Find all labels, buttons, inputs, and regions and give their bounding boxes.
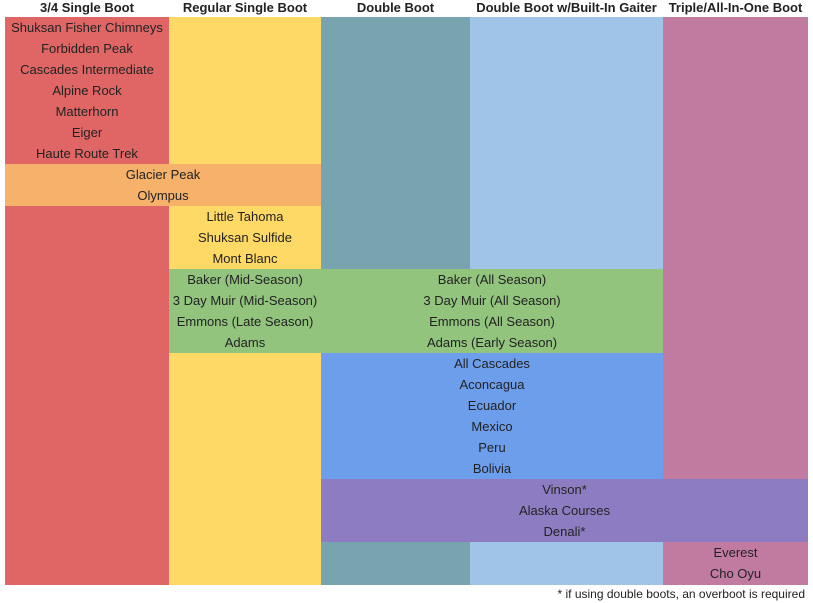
- route-cell: Shuksan Fisher Chimneys: [11, 20, 163, 35]
- route-cell: Mont Blanc: [212, 251, 278, 266]
- route-cell: Emmons (Late Season): [176, 314, 314, 329]
- group-background: [5, 164, 321, 206]
- column-header: Triple/All-In-One Boot: [668, 0, 803, 15]
- route-cell: Vinson*: [542, 482, 587, 497]
- route-cell: Peru: [478, 440, 506, 455]
- route-cell: 3 Day Muir (All Season): [423, 293, 561, 308]
- group-background: [321, 353, 663, 479]
- route-cell: Olympus: [137, 188, 189, 203]
- route-cell: Denali*: [543, 524, 586, 539]
- route-cell: Baker (Mid-Season): [187, 272, 303, 287]
- route-cell: Emmons (All Season): [429, 314, 555, 329]
- column-background: [5, 17, 169, 585]
- route-cell: 3 Day Muir (Mid-Season): [172, 293, 318, 308]
- group-background: [169, 269, 321, 353]
- route-cell: Everest: [713, 545, 758, 560]
- group-background: [321, 269, 663, 353]
- column-header: Regular Single Boot: [182, 0, 308, 15]
- route-cell: Shuksan Sulfide: [198, 230, 292, 245]
- route-cell: Eiger: [71, 125, 103, 140]
- column-header: Double Boot w/Built-In Gaiter: [476, 0, 657, 15]
- route-cell: Little Tahoma: [206, 209, 284, 224]
- route-cell: Alpine Rock: [52, 83, 122, 98]
- route-cell: Adams: [224, 335, 266, 350]
- route-cell: Cho Oyu: [709, 566, 762, 581]
- route-cell: Glacier Peak: [125, 167, 201, 182]
- column-header: 3/4 Single Boot: [40, 0, 134, 15]
- route-cell: Forbidden Peak: [41, 41, 133, 56]
- footnote: * if using double boots, an overboot is …: [557, 587, 806, 601]
- route-cell: Alaska Courses: [518, 503, 611, 518]
- route-cell: Bolivia: [472, 461, 512, 476]
- route-cell: All Cascades: [454, 356, 530, 371]
- route-cell: Mexico: [471, 419, 513, 434]
- route-cell: Baker (All Season): [437, 272, 547, 287]
- group-background: [321, 479, 808, 542]
- column-header: Double Boot: [356, 0, 435, 15]
- route-cell: Haute Route Trek: [36, 146, 138, 161]
- route-cell: Aconcagua: [459, 377, 525, 392]
- route-cell: Matterhorn: [55, 104, 119, 119]
- route-cell: Cascades Intermediate: [20, 62, 154, 77]
- route-cell: Ecuador: [467, 398, 517, 413]
- route-cell: Adams (Early Season): [426, 335, 558, 350]
